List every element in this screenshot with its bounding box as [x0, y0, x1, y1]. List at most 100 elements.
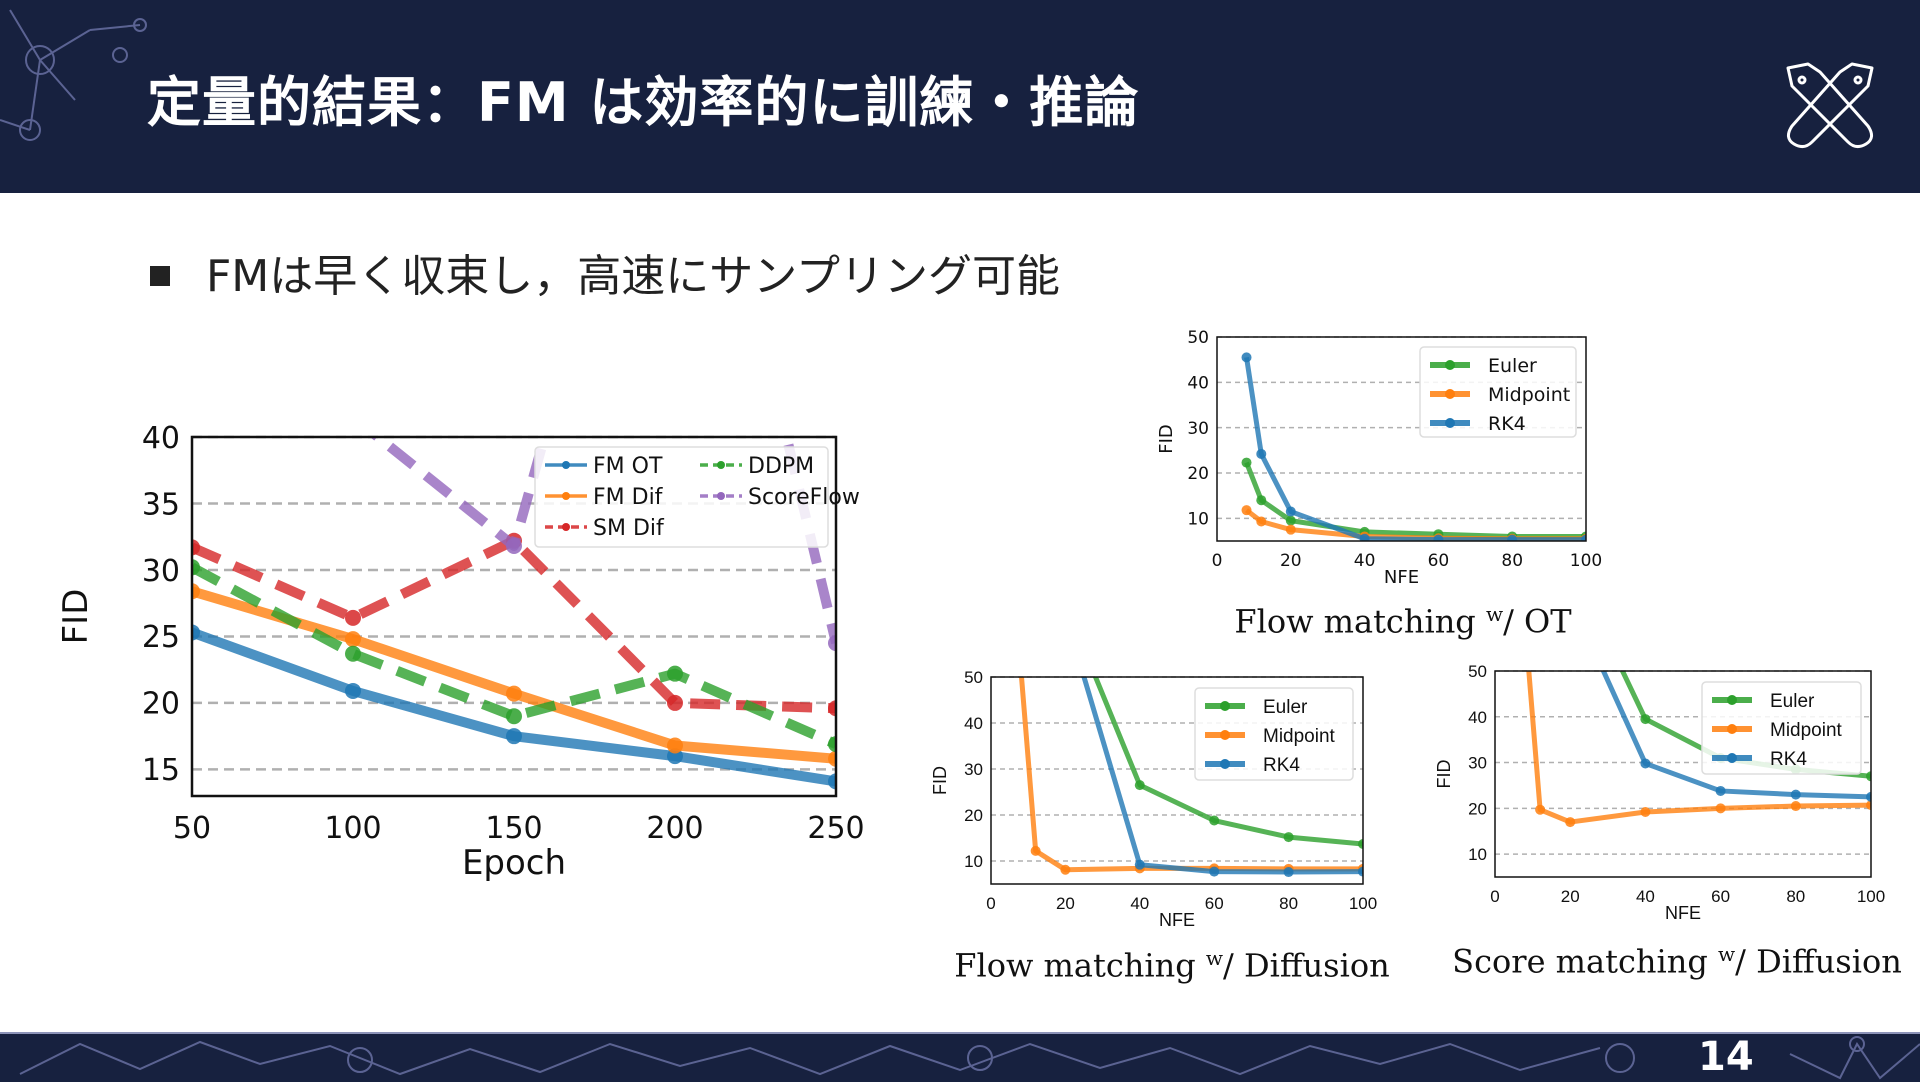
legend-label: Midpoint — [1263, 726, 1336, 747]
data-point — [345, 609, 361, 626]
data-point — [1715, 803, 1726, 814]
data-point — [1581, 534, 1586, 541]
bullet-point: FMは早く収束し，高速にサンプリング可能 — [150, 240, 1060, 304]
data-point — [1134, 859, 1145, 870]
y-tick-label: 10 — [964, 852, 983, 871]
legend-marker — [1727, 724, 1737, 734]
y-tick-label: 20 — [142, 687, 180, 722]
data-point — [1060, 864, 1071, 875]
network-decoration-icon — [0, 9, 147, 141]
bullet-square-icon — [150, 266, 170, 286]
legend-marker — [1220, 730, 1230, 740]
x-axis-label: NFE — [1159, 910, 1195, 930]
data-point — [1866, 800, 1871, 811]
y-tick-label: 10 — [1187, 509, 1209, 529]
legend-label: DDPM — [748, 454, 814, 479]
x-tick-label: 0 — [1212, 551, 1223, 571]
legend-label: FM Dif — [593, 485, 664, 510]
x-tick-label: 40 — [1130, 894, 1149, 913]
data-point — [345, 409, 361, 425]
x-tick-label: 40 — [1636, 887, 1655, 906]
x-tick-label: 80 — [1279, 894, 1298, 913]
x-tick-label: 80 — [1501, 551, 1523, 571]
caption-score-matching-diffusion: Score matching w/ Diffusion — [1452, 942, 1902, 981]
data-point — [1790, 789, 1801, 800]
data-point — [1016, 663, 1026, 673]
data-point — [1134, 780, 1145, 791]
y-axis-label: FID — [1156, 424, 1177, 454]
data-point — [1283, 867, 1294, 878]
data-point — [184, 323, 200, 339]
data-point — [1535, 804, 1546, 815]
y-tick-label: 30 — [964, 760, 983, 779]
x-tick-label: 100 — [1570, 551, 1602, 571]
chart-3: 10 20 30 40 50 0 20 40 60 80 100 NFE FID Euler Midpoin… — [1434, 662, 1885, 923]
plot-frame — [1494, 670, 1872, 878]
legend-marker — [562, 461, 570, 469]
data-point — [828, 750, 836, 767]
data-point — [1256, 516, 1267, 527]
data-point — [192, 539, 200, 556]
bullet-text: FMは早く収束し，高速にサンプリング可能 — [206, 251, 1060, 302]
caption-superscript: w — [1485, 602, 1504, 626]
crossed-pens-logo-icon — [1786, 62, 1874, 149]
y-tick-label: 30 — [142, 554, 180, 589]
y-tick-label: 50 — [964, 668, 983, 687]
legend-label: ScoreFlow — [748, 485, 860, 510]
legend-label: RK4 — [1488, 413, 1526, 435]
data-point — [667, 737, 683, 754]
x-tick-label: 40 — [1354, 551, 1376, 571]
data-point — [506, 685, 522, 702]
legend-marker — [1727, 753, 1737, 763]
y-tick-label: 10 — [1468, 845, 1487, 864]
x-tick-label: 80 — [1786, 887, 1805, 906]
legend-box — [1419, 346, 1577, 438]
x-tick-label: 0 — [986, 894, 995, 913]
x-tick-label: 20 — [1280, 551, 1302, 571]
plot-frame — [990, 676, 1364, 885]
data-point — [1866, 791, 1871, 802]
legend-marker — [562, 523, 570, 531]
data-point — [1241, 352, 1252, 363]
legend-marker — [717, 492, 725, 500]
x-axis-label: NFE — [1665, 903, 1701, 923]
data-point — [1565, 817, 1576, 828]
y-tick-label: 50 — [1187, 328, 1209, 348]
caption-text: Flow matching — [954, 946, 1206, 985]
y-tick-label: 15 — [142, 753, 180, 788]
data-point — [1256, 448, 1267, 459]
legend-label: RK4 — [1770, 749, 1807, 770]
plot-frame — [190, 435, 838, 798]
y-tick-label: 40 — [1187, 373, 1209, 393]
plot-frame — [1216, 336, 1587, 542]
data-point — [1241, 457, 1252, 468]
chart-2: 10 20 30 40 50 0 20 40 60 80 100 NFE FID Euler Midpoin… — [930, 663, 1377, 930]
chart-legend: Euler Midpoint RK4 — [1194, 687, 1354, 781]
data-point — [667, 694, 683, 711]
data-point — [667, 665, 683, 682]
data-point — [1285, 524, 1296, 535]
legend-marker — [562, 492, 570, 500]
y-tick-label: 20 — [1187, 464, 1209, 484]
data-point — [192, 583, 200, 600]
legend-label: Midpoint — [1488, 384, 1570, 406]
data-point — [1359, 533, 1370, 541]
data-point — [345, 631, 361, 648]
data-point — [1030, 845, 1041, 856]
legend-label: Euler — [1488, 355, 1537, 377]
y-tick-label: 25 — [142, 620, 180, 655]
legend-label: SM Dif — [593, 516, 665, 541]
y-tick-label: 20 — [964, 806, 983, 825]
data-point — [1209, 815, 1220, 826]
y-tick-label: 20 — [1468, 799, 1487, 818]
legend-box — [534, 446, 829, 548]
data-point — [506, 708, 522, 725]
page-number: 14 — [1698, 1034, 1754, 1080]
y-tick-label: 35 — [142, 487, 180, 522]
y-axis-label: FID — [1434, 760, 1454, 789]
legend-box — [1701, 681, 1862, 775]
y-axis-label: FID — [56, 589, 96, 645]
y-axis-label: FID — [930, 766, 950, 795]
x-tick-label: 100 — [1857, 887, 1885, 906]
